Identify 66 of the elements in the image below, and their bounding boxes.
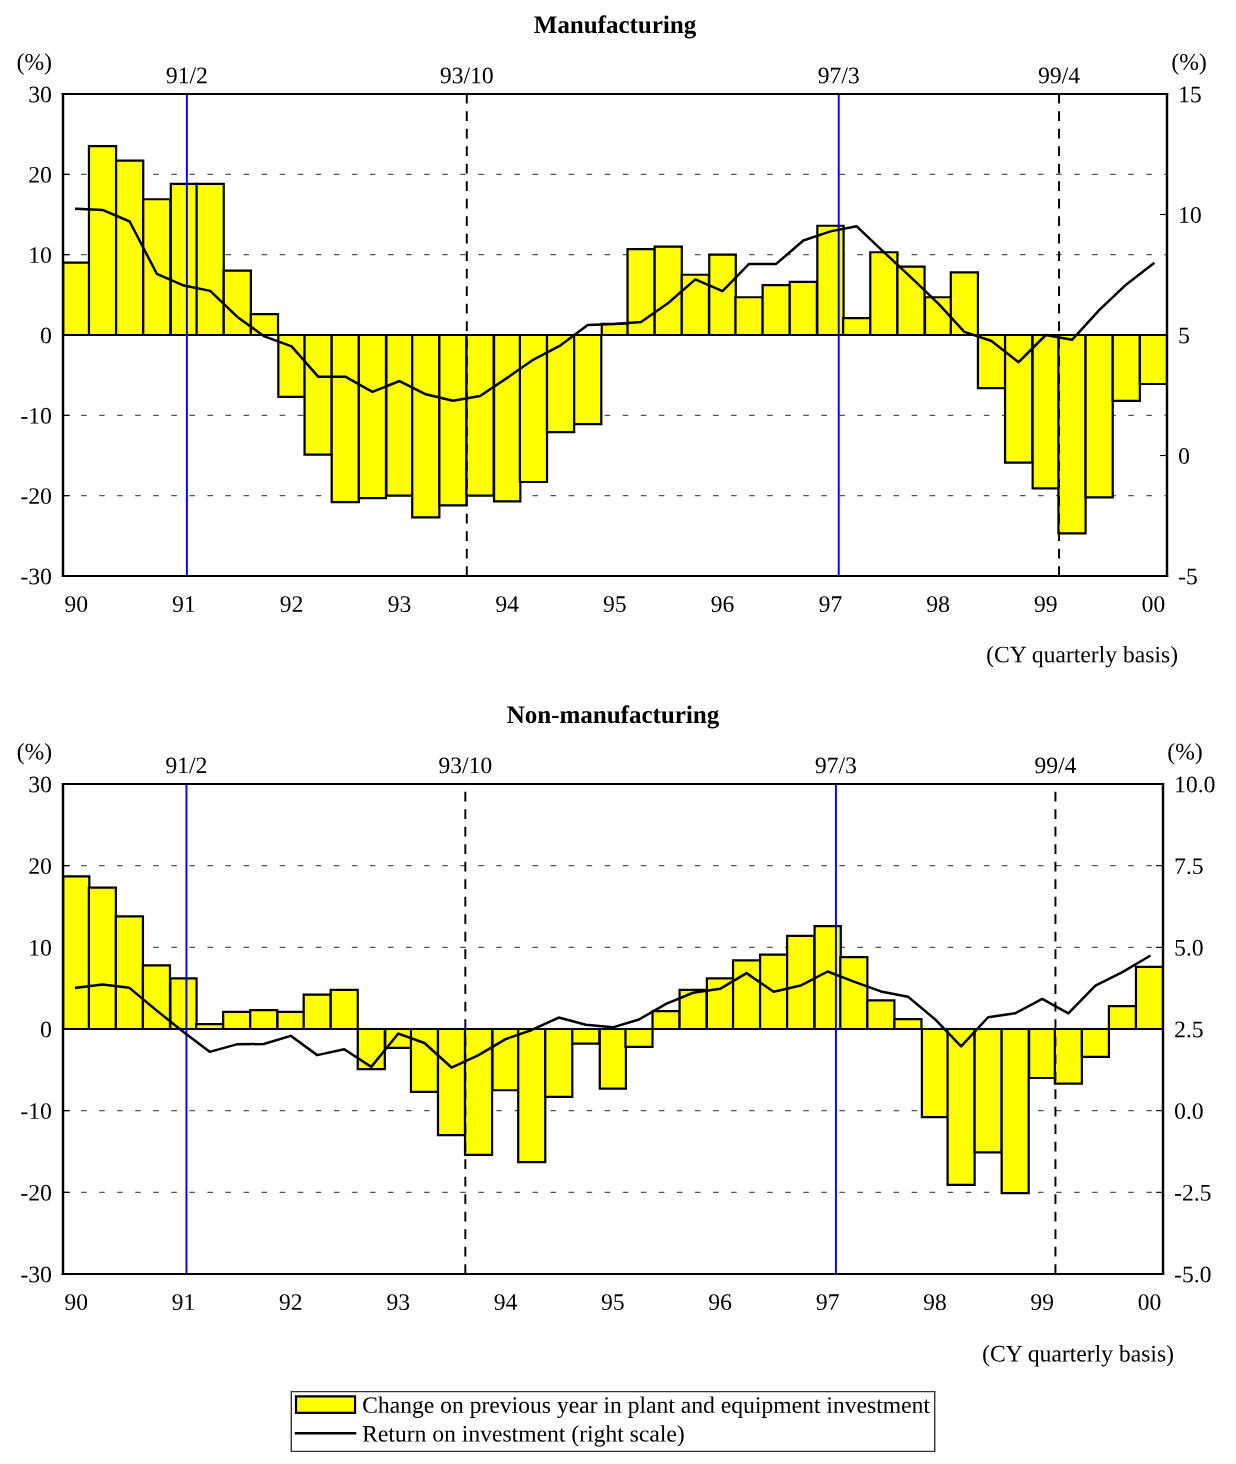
x-tick-label: 97 [819, 596, 842, 613]
x-tick-label: 93 [388, 596, 411, 613]
y2-tick-label: 7.5 [1175, 858, 1203, 875]
y-tick-label: 10 [30, 247, 51, 264]
x-tick-label: 93 [387, 1294, 410, 1311]
x-tick-label: 98 [927, 596, 950, 613]
x-tick-label: 96 [711, 596, 734, 613]
x-tick-label: 95 [603, 596, 626, 613]
y2-tick-label: 10.0 [1176, 776, 1215, 793]
y2-tick-label: 15 [1180, 86, 1201, 103]
x-tick-label: 95 [601, 1294, 624, 1311]
y-tick-label: 10 [30, 939, 51, 956]
y2-tick-label: -5.0 [1174, 1266, 1211, 1283]
x-tick-label: 94 [494, 1294, 518, 1311]
x-tick-label: 92 [280, 596, 303, 613]
y-tick-label: -20 [21, 1184, 51, 1201]
x-tick-label: 92 [279, 1294, 302, 1311]
chart-title: Non-manufacturing [507, 705, 720, 729]
y-tick-label: 0 [40, 1021, 51, 1038]
y-tick-label: 30 [29, 86, 51, 103]
y2-tick-label: -2.5 [1174, 1184, 1211, 1201]
y2-tick-label: 2.5 [1175, 1021, 1203, 1038]
x-tick-label: 99 [1031, 1294, 1054, 1311]
y-tick-label: 30 [29, 776, 51, 793]
y2-axis-title: (%) [1168, 742, 1202, 765]
x-tick-label: 00 [1138, 1294, 1161, 1311]
ref-line-label: 93/10 [439, 757, 492, 774]
y2-tick-label: 0.0 [1175, 1103, 1203, 1120]
x-tick-label: 90 [65, 596, 88, 613]
ref-line-label: 99/4 [1038, 67, 1080, 84]
y-axis-title: (%) [17, 53, 51, 75]
x-tick-label: 96 [709, 1294, 732, 1311]
ref-line-label: 97/3 [815, 757, 856, 774]
y-tick-label: 0 [40, 327, 51, 344]
y-axis-title: (%) [17, 742, 52, 765]
y2-tick-label: 10 [1180, 206, 1201, 223]
y2-tick-label: -5 [1178, 568, 1197, 585]
text: (CY quarterly basis) [987, 645, 1177, 668]
legend-label: Change on previous year in plant and equipment investment [363, 1396, 930, 1418]
y-tick-label: -10 [21, 407, 51, 424]
x-tick-label: 90 [65, 1294, 88, 1311]
y-tick-label: -10 [21, 1103, 51, 1120]
chart-title: Manufacturing [534, 15, 697, 39]
x-tick-label: 99 [1034, 596, 1057, 613]
ref-line-label: 91/2 [166, 67, 207, 84]
y-tick-label: 20 [29, 166, 51, 183]
y-tick-label: 20 [29, 858, 51, 875]
x-tick-label: 97 [816, 1294, 839, 1311]
legend-label: Return on investment (right scale) [362, 1425, 684, 1447]
ref-line-label: 97/3 [818, 67, 859, 84]
x-tick-label: 98 [923, 1294, 946, 1311]
text: (CY quarterly basis) [983, 1345, 1173, 1367]
ref-line-label: 99/4 [1035, 757, 1077, 774]
y2-axis-title: (%) [1172, 53, 1206, 75]
y2-tick-label: 0 [1179, 447, 1190, 464]
y2-tick-label: 5.0 [1175, 939, 1203, 956]
ref-line-label: 93/10 [440, 67, 493, 84]
ref-line-label: 91/2 [166, 757, 207, 774]
x-tick-label: 91 [172, 596, 195, 613]
y-tick-label: -30 [21, 1266, 51, 1283]
y2-tick-label: 5 [1179, 327, 1189, 344]
y-tick-label: -30 [21, 568, 51, 585]
x-tick-label: 94 [496, 596, 519, 613]
y-tick-label: -20 [21, 488, 51, 505]
x-tick-label: 91 [172, 1294, 194, 1311]
x-tick-label: 00 [1142, 596, 1165, 613]
